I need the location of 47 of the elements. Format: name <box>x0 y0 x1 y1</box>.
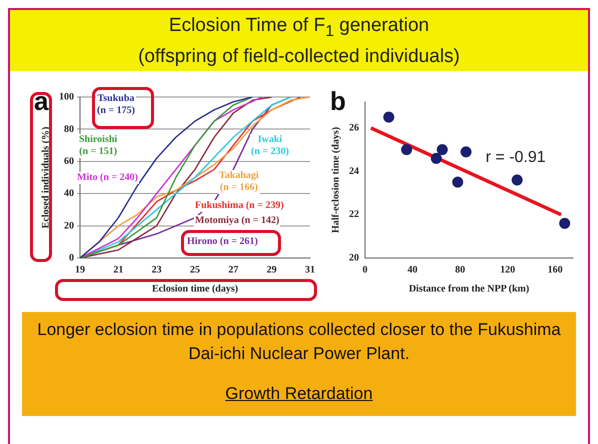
text: a <box>34 86 48 117</box>
y-tick-label: 24 <box>349 166 359 177</box>
y-tick-label: 20 <box>349 252 359 264</box>
series-label: Iwaki (n = 230) <box>250 134 290 158</box>
series-label: Hirono (n = 261) <box>186 236 259 248</box>
y-tick-label: 0 <box>69 252 74 264</box>
point <box>401 144 412 156</box>
chart-title: b <box>330 86 346 117</box>
point <box>383 112 394 123</box>
point <box>436 144 448 156</box>
point <box>512 174 523 186</box>
y-tick-label: 80 <box>64 124 74 135</box>
x-axis-title: Eclosion time (days) <box>152 284 238 295</box>
x-tick-label: 21 <box>113 264 124 276</box>
x-tick-label: 27 <box>228 264 238 276</box>
y-tick-label: 20 <box>64 220 74 232</box>
y-tick-label: 40 <box>64 188 74 200</box>
x-tick-label: 19 <box>75 264 85 276</box>
text: Motomiya (n = 142) <box>194 215 280 227</box>
text: Tsukuba (n = 175) <box>96 93 136 117</box>
point <box>559 218 570 229</box>
point <box>452 176 464 188</box>
text: Mito (n = 240) <box>76 172 139 184</box>
x-tick-label: 40 <box>408 264 418 276</box>
x-tick-label: 31 <box>305 264 315 276</box>
y-tick-label: 22 <box>349 209 359 220</box>
point <box>430 152 442 164</box>
y-axis-title: Half-eclosion time (days) <box>330 126 342 234</box>
point <box>460 146 472 158</box>
series-label: Fukushima (n = 239) <box>194 200 285 212</box>
text: Shiroishi (n = 151) <box>78 134 118 158</box>
x-axis-title: Distance from the NPP (km) <box>408 284 530 295</box>
y-tick-label: 26 <box>349 122 359 134</box>
x-tick-label: 80 <box>455 264 466 276</box>
x-tick-label: 25 <box>190 264 200 276</box>
x-tick-label: 29 <box>266 264 277 276</box>
text: Growth Retardation <box>225 383 373 405</box>
x-tick-label: 0 <box>362 264 368 276</box>
text: Longer eclosion time in populations collected closer to the Fukushima Dai-ichi Nuclear Power Plant. <box>37 320 561 363</box>
annotation: r = -0.91 <box>486 148 546 167</box>
x-tick-label: 160 <box>548 264 563 276</box>
y-tick-label: 60 <box>64 156 74 167</box>
series-label: Takahagi (n = 166) <box>218 170 260 194</box>
x-tick-label: 120 <box>500 264 516 276</box>
chart-title: Eclosion Time of F$_{1}$ generation (offspring of field-collected individuals) <box>10 10 588 71</box>
y-tick-label: 100 <box>59 92 74 103</box>
x-tick-label: 23 <box>152 264 162 276</box>
